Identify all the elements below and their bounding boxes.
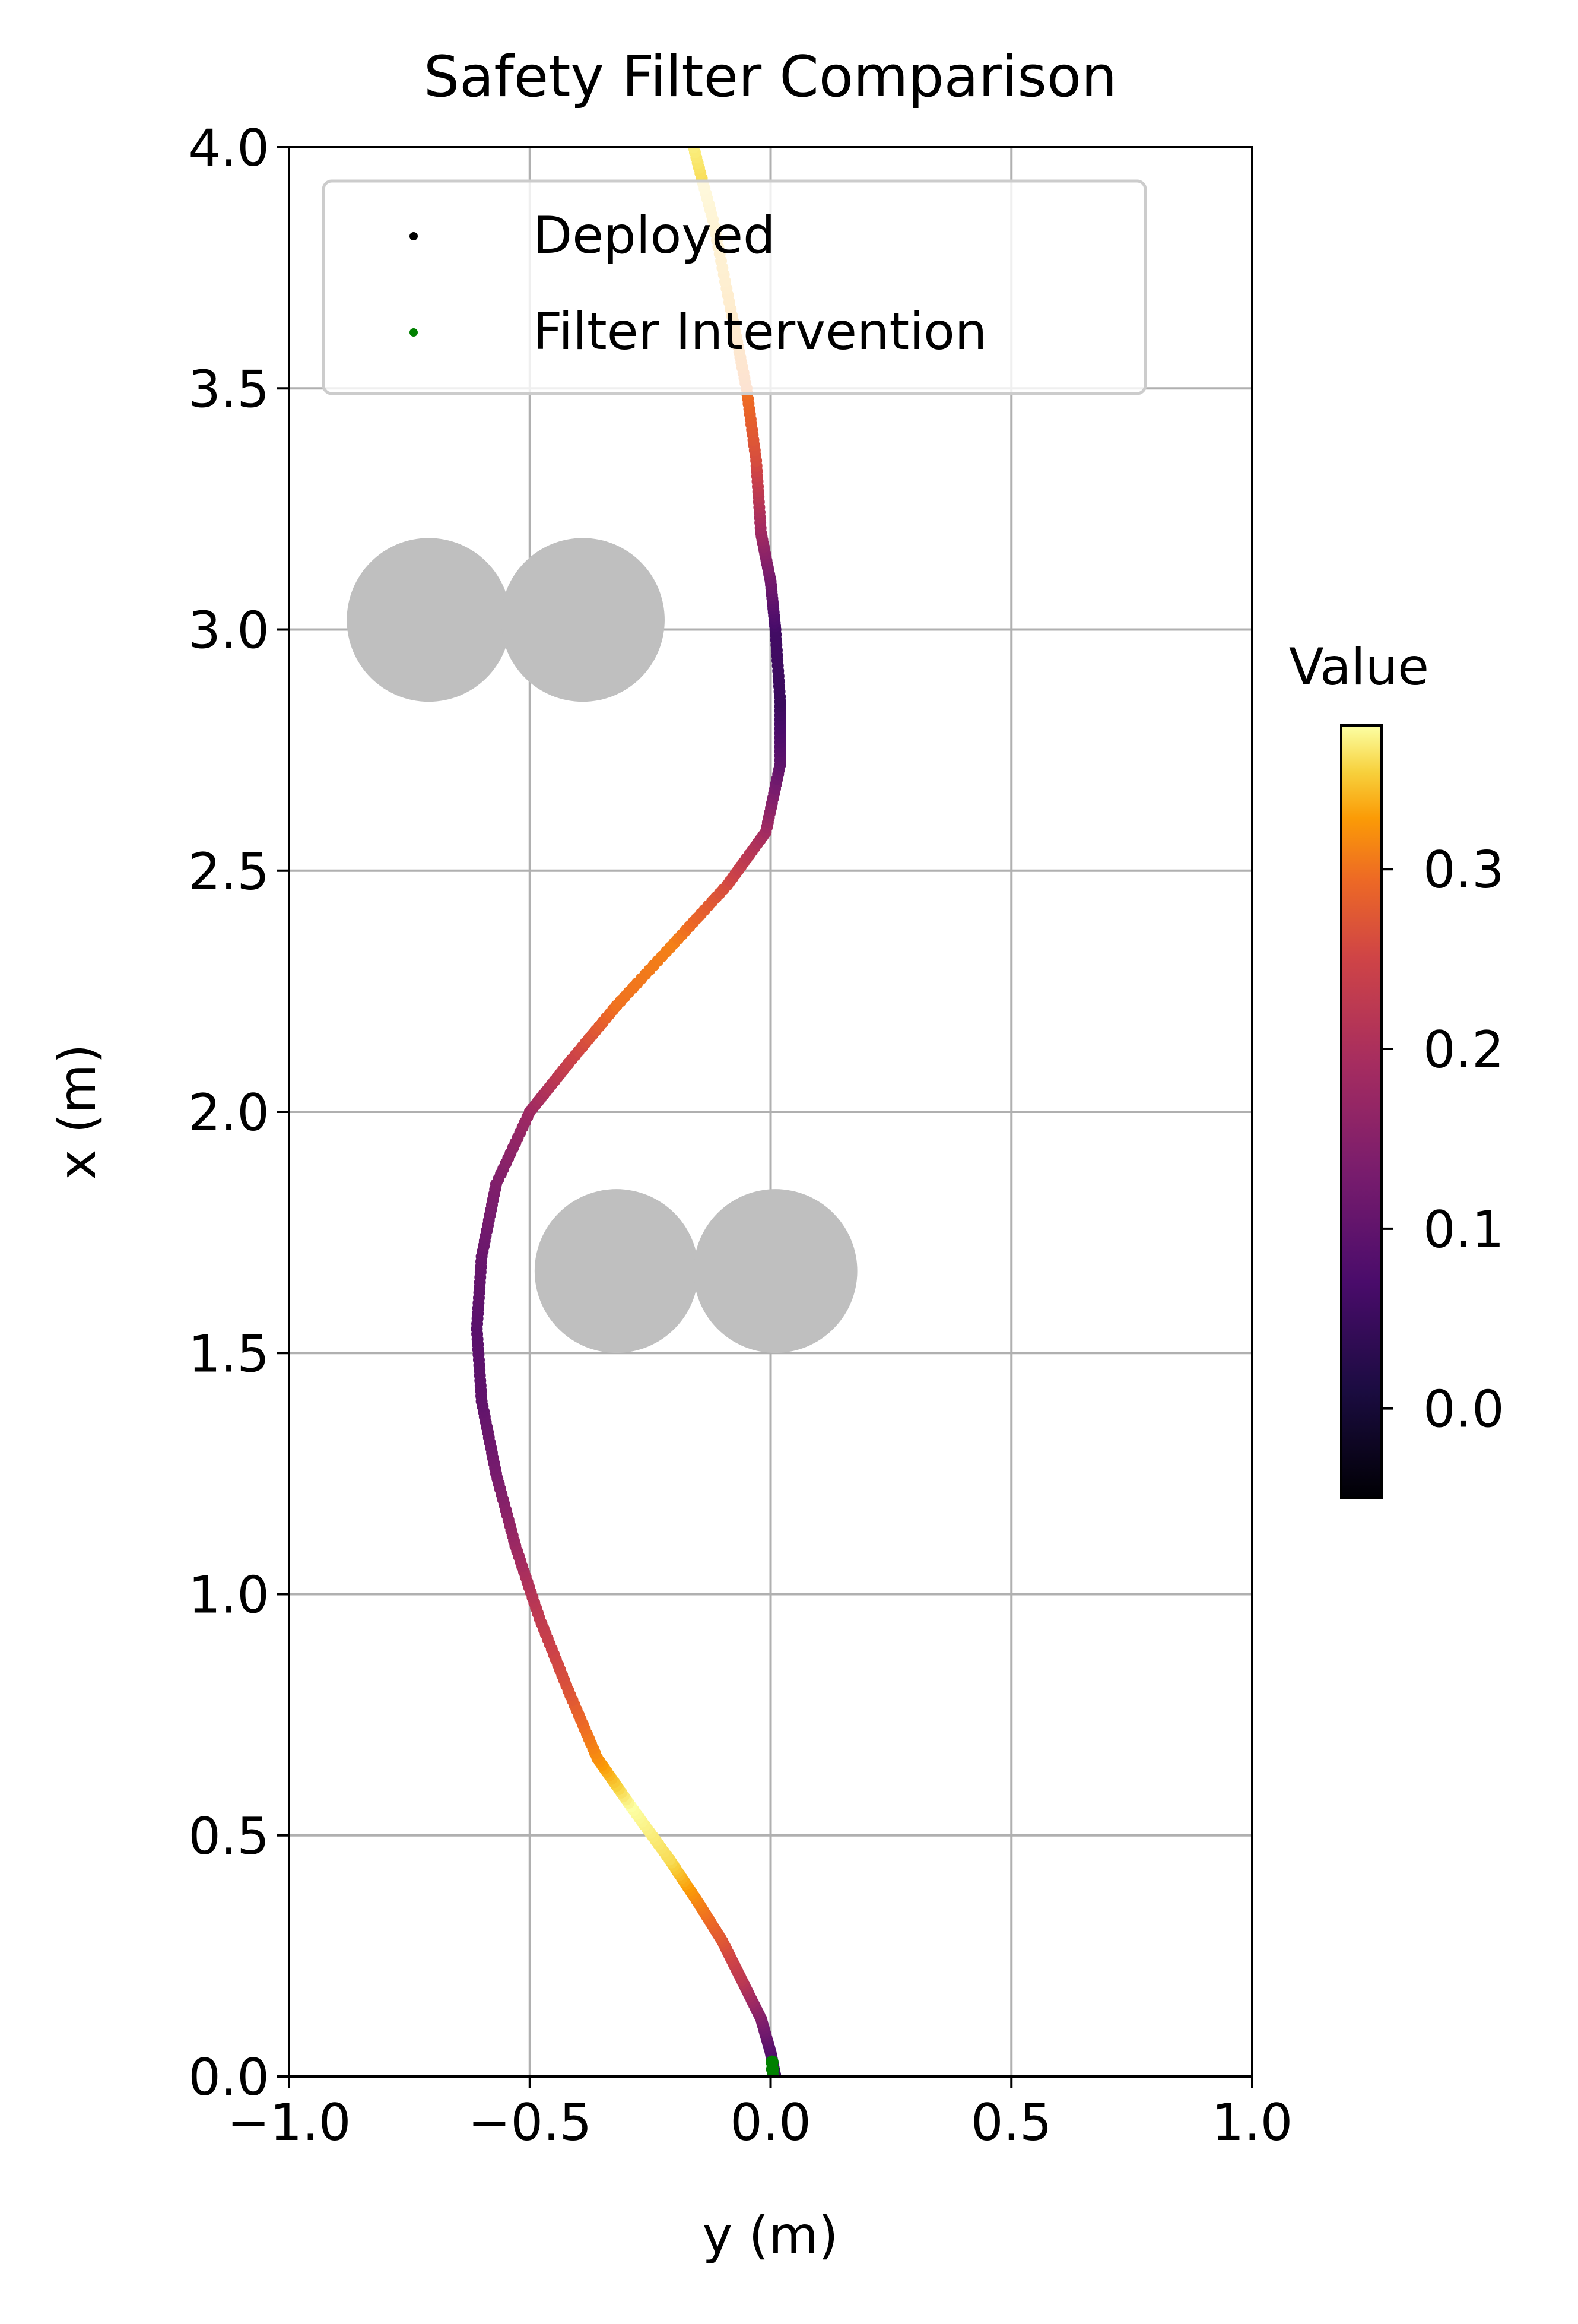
y-tick-label: 3.5 [188,360,269,419]
trajectory-series [471,147,786,2076]
colorbar-tick-label: 0.0 [1423,1380,1504,1440]
colorbar-gradient [1340,724,1383,1499]
y-tick-label: 0.5 [188,1807,269,1866]
y-tick-label: 2.5 [188,842,269,902]
y-tick-label: 2.0 [188,1083,269,1143]
colorbar: Value 0.0 0.1 0.2 0.3 [1289,638,1504,1499]
legend-frame [322,179,1147,395]
y-tick-label: 3.0 [188,601,269,661]
colorbar-tick-label: 0.3 [1423,841,1504,900]
x-tick-label: 0.5 [971,2093,1052,2152]
obstacle-circle [693,1189,858,1353]
obstacle-circle [501,538,665,702]
legend-marker-filter-intervention [409,328,418,337]
colorbar-tick-label: 0.1 [1423,1200,1504,1260]
trajectory-point [687,147,700,153]
chart-title: Safety Filter Comparison [424,45,1117,110]
colorbar-ticks: 0.0 0.1 0.2 0.3 [1382,841,1504,1440]
x-tick-label: −1.0 [227,2093,351,2152]
x-tick-label: 1.0 [1212,2093,1293,2152]
obstacles [347,538,858,1353]
y-tick-label: 4.0 [188,119,269,178]
filter-intervention-series [765,2055,780,2076]
legend-label-filter-intervention: Filter Intervention [533,302,987,362]
y-axis-label: x (m) [48,1044,107,1180]
legend-label-deployed: Deployed [533,206,776,265]
x-tick-label: −0.5 [468,2093,592,2152]
legend: Deployed Filter Intervention [322,179,1147,395]
obstacle-circle [347,538,511,702]
y-tick-label: 0.0 [188,2048,269,2107]
colorbar-tick-label: 0.2 [1423,1020,1504,1080]
y-tick-label: 1.5 [188,1324,269,1384]
y-axis-ticks: 0.0 0.5 1.0 1.5 2.0 2.5 3.0 3.5 4.0 [188,119,289,2107]
y-tick-label: 1.0 [188,1566,269,1625]
colorbar-title: Value [1289,638,1429,697]
x-axis-ticks: −1.0 −0.5 0.0 0.5 1.0 [227,2076,1293,2152]
legend-marker-deployed [409,232,418,240]
obstacle-circle [534,1189,698,1353]
intervention-point [765,2055,779,2069]
x-tick-label: 0.0 [730,2093,811,2152]
x-axis-label: y (m) [702,2206,838,2265]
